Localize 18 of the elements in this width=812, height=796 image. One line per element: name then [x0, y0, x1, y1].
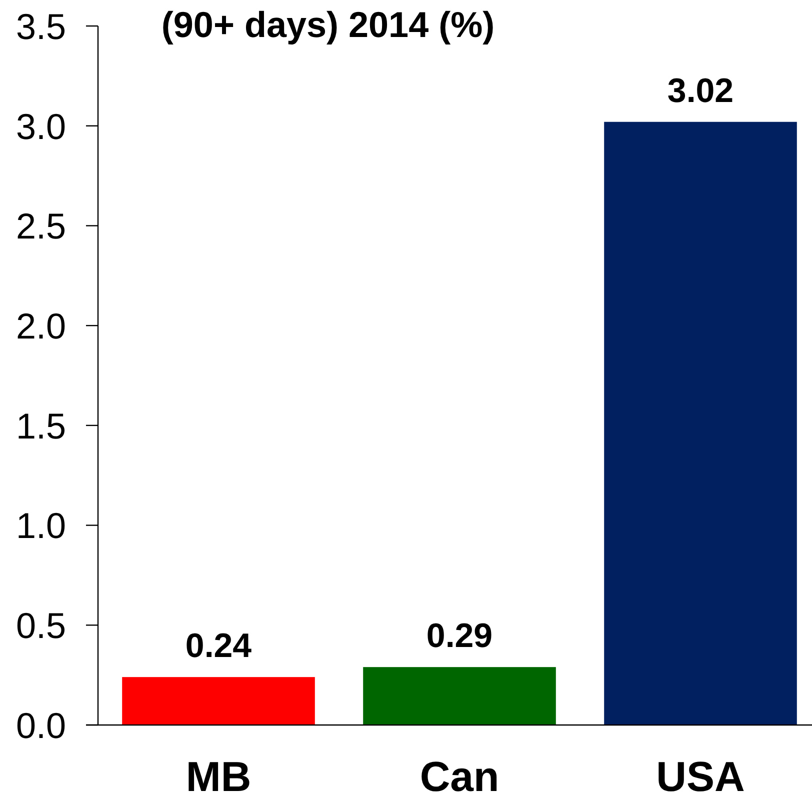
y-tick-label: 3.5: [16, 6, 66, 47]
bar: [604, 122, 797, 725]
y-tick-label: 2.0: [16, 306, 66, 347]
chart-title: (90+ days) 2014 (%): [161, 4, 495, 45]
y-tick-label: 0.5: [16, 605, 66, 646]
y-tick-label: 1.0: [16, 505, 66, 546]
x-tick-label: USA: [656, 753, 745, 796]
y-tick-label: 3.0: [16, 106, 66, 147]
data-label: 0.24: [185, 627, 252, 666]
y-tick-label: 1.5: [16, 405, 66, 446]
bar: [122, 677, 315, 725]
data-label: 0.29: [426, 617, 493, 656]
y-tick-label: 2.5: [16, 206, 66, 247]
x-tick-label: MB: [186, 753, 252, 796]
x-tick-label: Can: [420, 753, 500, 796]
data-label: 3.02: [667, 72, 734, 110]
y-tick-label: 0.0: [16, 704, 66, 746]
bar: [363, 667, 556, 725]
